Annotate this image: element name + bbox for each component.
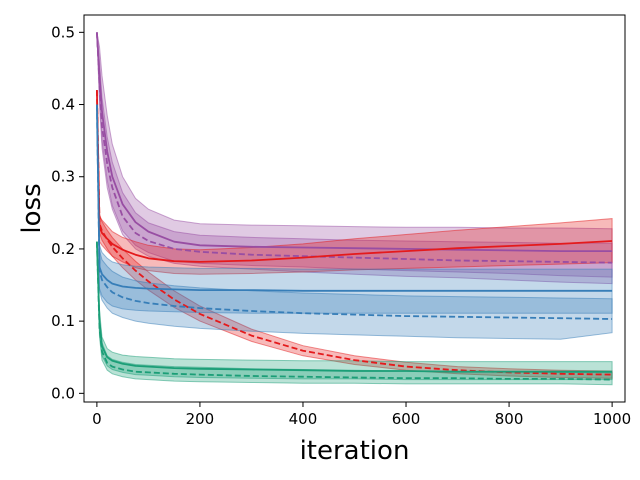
series-line-5 <box>96 104 613 320</box>
y-tick-label: 0.4 <box>51 96 75 114</box>
x-tick-label: 0 <box>92 410 102 428</box>
band-2 <box>96 90 613 275</box>
y-axis-ticks: 0.0 0.1 0.2 0.3 0.4 0.5 <box>51 23 84 402</box>
series-line-4 <box>96 104 613 292</box>
y-tick-label: 0.0 <box>51 384 75 402</box>
y-tick-label: 0.1 <box>51 312 75 330</box>
y-tick-label: 0.3 <box>51 168 75 186</box>
y-axis-label: loss <box>17 183 47 233</box>
y-tick-label: 0.2 <box>51 240 75 258</box>
x-tick-label: 200 <box>186 410 215 428</box>
series-line-6 <box>96 241 613 373</box>
series-line-3 <box>96 90 613 376</box>
series-lines <box>96 32 613 381</box>
x-axis-label: iteration <box>300 436 410 466</box>
band-1 <box>96 32 613 285</box>
x-tick-label: 600 <box>392 410 421 428</box>
y-tick-label: 0.5 <box>51 23 75 41</box>
x-tick-label: 1000 <box>593 410 631 428</box>
plot-frame <box>83 14 626 403</box>
series-line-1 <box>96 32 613 264</box>
x-axis-ticks: 0 200 400 600 800 1000 <box>92 402 631 428</box>
x-tick-label: 400 <box>289 410 318 428</box>
series-line-7 <box>96 241 613 381</box>
band-7 <box>96 241 613 386</box>
x-tick-label: 800 <box>495 410 524 428</box>
band-5 <box>96 104 613 340</box>
series-line-0 <box>96 32 613 253</box>
